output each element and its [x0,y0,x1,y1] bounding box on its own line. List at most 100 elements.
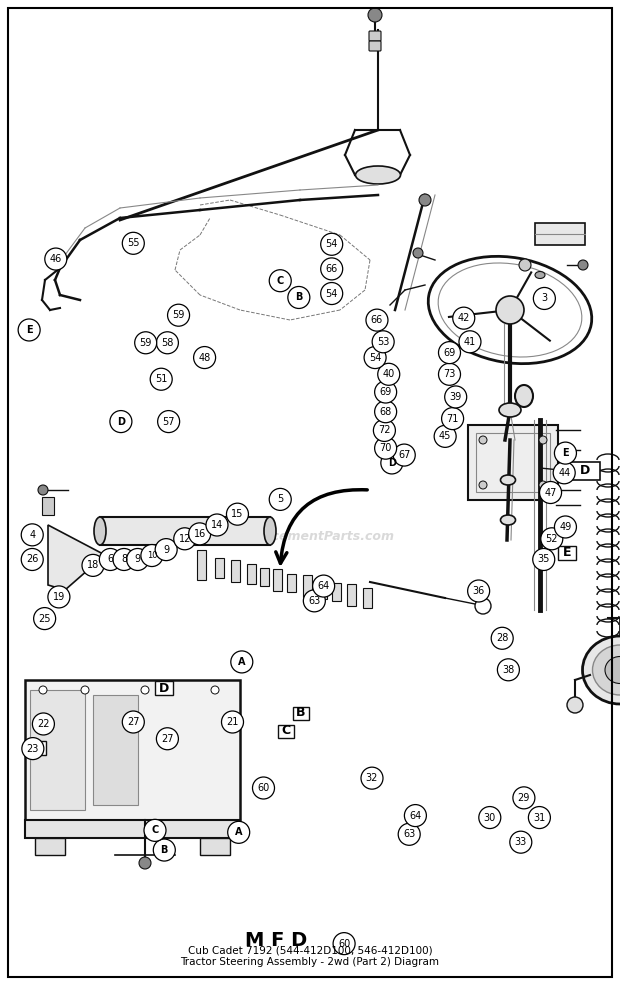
Text: 64: 64 [317,581,330,591]
Text: C: C [277,276,284,286]
Text: 42: 42 [458,313,470,323]
Circle shape [321,258,343,280]
Text: 55: 55 [127,238,140,248]
Text: 60: 60 [338,939,350,949]
Circle shape [156,332,179,354]
Bar [42,497,54,515]
Ellipse shape [515,385,533,407]
Text: 18: 18 [87,560,99,570]
Circle shape [434,426,456,447]
Text: 57: 57 [162,417,175,427]
Bar [287,574,296,592]
Bar [293,707,309,720]
Bar [25,820,240,838]
Text: B: B [296,706,306,719]
Ellipse shape [355,166,401,184]
Text: 63: 63 [308,596,321,606]
Circle shape [413,248,423,258]
Circle shape [141,686,149,694]
Text: 8: 8 [121,555,127,564]
Text: 52: 52 [546,534,558,544]
Circle shape [381,452,403,474]
Text: 26: 26 [26,555,38,564]
Text: 14: 14 [211,520,223,530]
Text: 48: 48 [198,353,211,362]
Text: E: E [33,742,42,755]
Text: 39: 39 [450,392,462,402]
FancyBboxPatch shape [369,31,381,41]
Text: 69: 69 [443,348,456,358]
Circle shape [221,711,244,733]
Circle shape [479,481,487,489]
Text: 70: 70 [379,443,392,453]
Circle shape [32,713,55,735]
Circle shape [374,437,397,459]
Circle shape [567,697,583,713]
Circle shape [81,686,89,694]
Text: E: E [562,448,569,458]
Text: 33: 33 [515,837,527,847]
Text: 9: 9 [135,555,141,564]
Bar [30,690,85,810]
Circle shape [539,481,547,489]
Bar [558,546,576,560]
Text: M F D: M F D [245,931,307,951]
Text: D: D [580,465,590,478]
Circle shape [48,586,70,608]
Circle shape [366,309,388,331]
Circle shape [467,580,490,602]
Text: 31: 31 [533,813,546,822]
Circle shape [110,411,132,432]
Circle shape [167,304,190,326]
Circle shape [364,347,386,368]
Text: 68: 68 [379,407,392,417]
Text: 35: 35 [538,555,550,564]
FancyBboxPatch shape [369,41,381,51]
Text: A: A [235,827,242,837]
Text: C: C [151,825,159,835]
Circle shape [113,549,135,570]
Circle shape [372,331,394,353]
Circle shape [533,549,555,570]
Text: 9: 9 [163,545,169,555]
Ellipse shape [499,403,521,417]
Bar [570,462,600,480]
Circle shape [475,598,491,614]
Text: D: D [388,458,396,468]
Bar [363,588,372,608]
Circle shape [288,287,310,308]
Text: 60: 60 [257,783,270,793]
Circle shape [45,248,67,270]
Text: 10: 10 [147,551,157,560]
Circle shape [312,575,335,597]
Circle shape [303,590,326,612]
Circle shape [321,283,343,304]
Circle shape [398,823,420,845]
Bar [535,223,585,245]
Circle shape [539,482,562,503]
Bar [93,695,138,805]
Circle shape [419,194,431,206]
Text: 27: 27 [127,717,140,727]
Bar [200,838,230,855]
Circle shape [22,738,44,759]
Ellipse shape [605,656,620,684]
Circle shape [445,386,467,408]
Text: 32: 32 [366,773,378,783]
Circle shape [193,347,216,368]
Bar [28,741,46,755]
Text: 47: 47 [544,488,557,497]
Circle shape [228,821,250,843]
Circle shape [18,319,40,341]
Text: 23: 23 [27,744,39,754]
Bar [25,680,240,820]
Circle shape [157,411,180,432]
Circle shape [541,528,563,550]
Bar [35,838,65,855]
Bar [231,560,240,582]
Circle shape [441,408,464,429]
Circle shape [510,831,532,853]
Text: E: E [563,547,571,559]
Text: A: A [238,657,246,667]
Text: 12: 12 [179,534,191,544]
